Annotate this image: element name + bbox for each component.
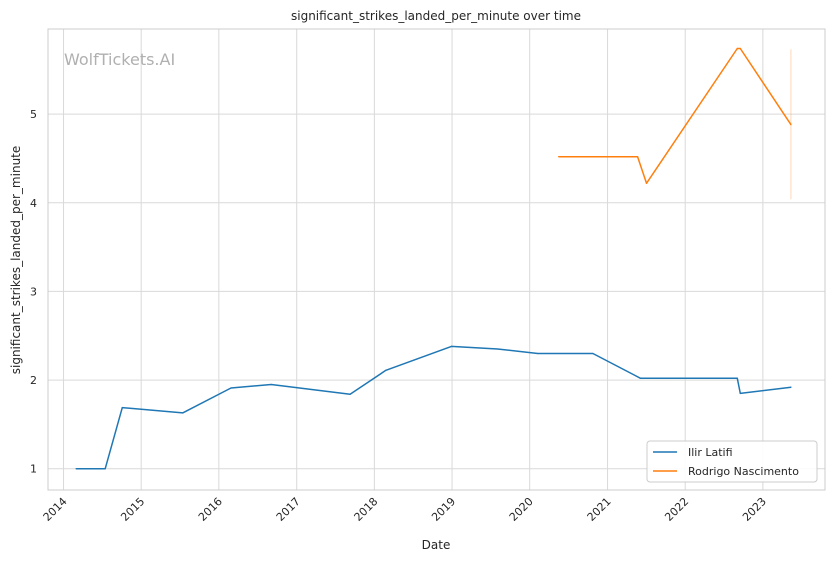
x-tick-2022: 2022 — [662, 495, 691, 524]
data-point-ilir-latifi-1 — [104, 468, 106, 470]
x-axis: 2014 2015 2016 2017 2018 2019 2020 2021 2022 2023 — [41, 495, 769, 524]
data-point-ilir-latifi-9 — [496, 348, 499, 350]
x-tick-2014: 2014 — [41, 495, 70, 524]
x-tick-2015: 2015 — [118, 495, 147, 524]
data-point-rodrigo-nascimento-0 — [558, 156, 560, 158]
data-point-rodrigo-nascimento-1 — [636, 156, 639, 158]
plot-area-frame — [47, 28, 826, 491]
data-point-rodrigo-nascimento-4 — [739, 47, 741, 50]
x-axis-label: Date — [422, 538, 451, 552]
series — [75, 47, 792, 470]
data-point-ilir-latifi-13 — [736, 377, 738, 379]
series-line-ilir-latifi — [76, 345, 792, 470]
y-tick-4: 4 — [30, 197, 37, 210]
data-point-ilir-latifi-7 — [385, 369, 387, 371]
y-axis: 1 2 3 4 5 — [30, 108, 37, 476]
data-point-ilir-latifi-8 — [450, 345, 452, 347]
legend-label-rodrigo-nascimento: Rodrigo Nascimento — [688, 465, 799, 478]
x-tick-2021: 2021 — [585, 495, 614, 524]
x-tick-2017: 2017 — [274, 495, 303, 524]
data-point-ilir-latifi-2 — [121, 406, 123, 409]
data-point-ilir-latifi-0 — [75, 468, 77, 470]
chart-title: significant_strikes_landed_per_minute ov… — [291, 9, 581, 23]
y-tick-2: 2 — [30, 374, 37, 387]
data-point-ilir-latifi-4 — [230, 387, 232, 389]
x-tick-2023: 2023 — [740, 495, 769, 524]
data-point-ilir-latifi-15 — [790, 386, 792, 388]
data-point-ilir-latifi-6 — [349, 393, 351, 395]
series-line-rodrigo-nascimento — [558, 47, 792, 185]
grid — [48, 29, 825, 490]
data-point-ilir-latifi-12 — [639, 377, 642, 379]
data-point-ilir-latifi-5 — [270, 383, 272, 386]
watermark: WolfTickets.AI — [64, 50, 175, 69]
legend: Ilir Latifi Rodrigo Nascimento — [646, 440, 818, 483]
y-axis-label: significant_strikes_landed_per_minute — [9, 146, 23, 375]
x-tick-2018: 2018 — [352, 495, 381, 524]
data-point-ilir-latifi-11 — [592, 352, 594, 355]
data-point-rodrigo-nascimento-3 — [736, 47, 738, 50]
y-tick-5: 5 — [30, 108, 37, 121]
y-tick-3: 3 — [30, 285, 37, 298]
data-point-ilir-latifi-10 — [537, 352, 539, 355]
data-point-ilir-latifi-14 — [739, 392, 741, 394]
x-tick-2016: 2016 — [196, 495, 225, 524]
data-point-rodrigo-nascimento-2 — [645, 182, 648, 184]
data-point-ilir-latifi-3 — [182, 412, 184, 414]
x-tick-2020: 2020 — [507, 495, 536, 524]
legend-label-ilir-latifi: Ilir Latifi — [688, 446, 733, 459]
legend-box — [646, 440, 818, 483]
x-tick-2019: 2019 — [429, 495, 458, 524]
y-tick-1: 1 — [30, 463, 37, 476]
